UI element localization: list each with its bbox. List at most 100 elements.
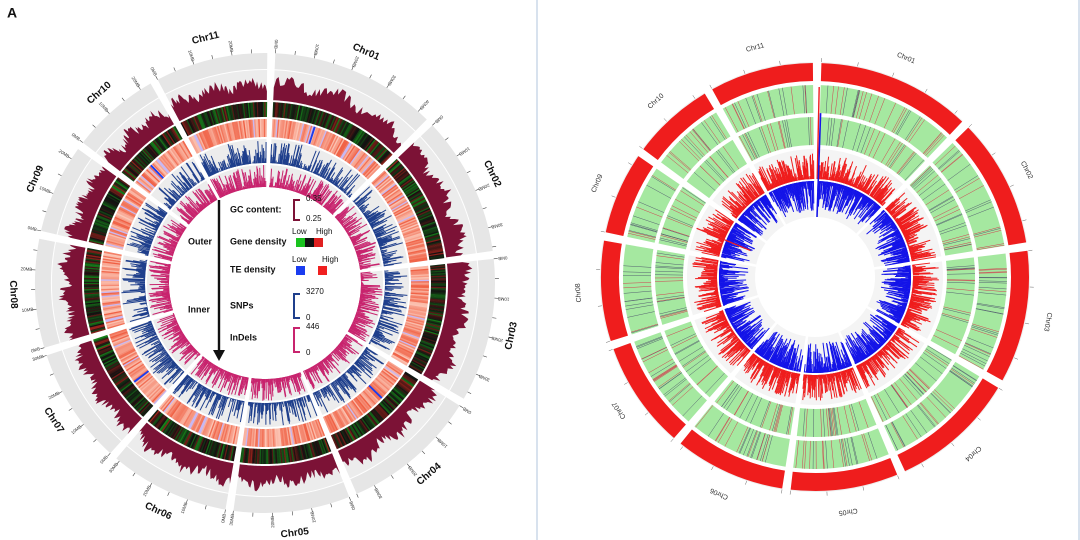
te-density-cell [379, 372, 395, 385]
snp-bar [350, 366, 354, 370]
gene-density-cell [246, 448, 250, 464]
te-density-cell [102, 301, 121, 306]
gene-density-cell [406, 187, 420, 197]
scale-tick [40, 347, 45, 350]
snp-bar [153, 356, 171, 370]
gene-density-cell [279, 102, 283, 118]
te-density-cell [360, 158, 374, 174]
snp-bar [158, 215, 164, 220]
legend-snp-bracket [293, 293, 300, 319]
gene-density-cell [426, 318, 442, 324]
gene-density-cell [423, 329, 439, 336]
indel-bar [341, 339, 351, 347]
gene-density-cell [398, 175, 412, 186]
gene-density-cell [400, 178, 415, 189]
snp-bar [324, 386, 328, 392]
gene-density-cell [414, 352, 430, 361]
gene-density-cell [340, 430, 349, 445]
snp-bar [339, 376, 349, 387]
snp-bar [172, 193, 179, 201]
gene-density-cell [361, 417, 372, 431]
snp-bar [170, 205, 173, 208]
te-density-cell [378, 374, 394, 387]
te-density-cell [195, 133, 205, 151]
right-red-hist-bar [891, 204, 905, 216]
gene-density-cell [86, 309, 102, 314]
gene-density-cell [394, 385, 407, 397]
snp-bar [150, 353, 169, 368]
snp-bar [357, 200, 366, 208]
snp-bar [273, 402, 276, 412]
chromosome-label: Chr03 [503, 320, 520, 350]
te-density-cell [408, 254, 427, 260]
indel-bar [241, 169, 247, 190]
te-density-cell [341, 143, 353, 160]
indel-bar [226, 373, 234, 391]
gene-density-cell [170, 127, 180, 142]
gene-density-cell [202, 112, 210, 128]
scale-tick [311, 508, 313, 513]
snp-bar [136, 335, 158, 347]
snp-bar [153, 346, 164, 353]
right-heat-line [974, 230, 1002, 238]
indel-bar [310, 367, 320, 384]
snp-bar [274, 145, 277, 164]
snp-bar [151, 351, 167, 363]
snp-bar [380, 250, 387, 254]
snp-bar [211, 393, 220, 412]
scale-tick-label: 0MB [149, 66, 158, 77]
snp-bar [156, 359, 174, 374]
gene-density-cell [371, 408, 383, 422]
te-density-cell [128, 190, 145, 203]
snp-bar [191, 379, 195, 383]
te-density-cell [192, 135, 202, 153]
snp-bar [204, 153, 215, 175]
indel-bar [314, 192, 321, 202]
snp-bar [379, 316, 384, 319]
gene-density-cell [429, 306, 445, 311]
te-density-cell [101, 298, 120, 302]
gene-density-cell [93, 334, 108, 342]
snp-bar [130, 235, 152, 244]
scale-tick [402, 95, 406, 100]
scale-tick-label: 0MB [348, 500, 356, 510]
snp-bar [130, 243, 150, 250]
snp-bar [169, 191, 179, 201]
snp-bar [139, 241, 152, 247]
snp-bar [175, 364, 178, 367]
gene-density-cell [429, 305, 445, 310]
te-density-cell [109, 230, 127, 238]
te-density-cell [113, 217, 132, 227]
gene-density-cell [96, 214, 112, 222]
te-density-cell [262, 119, 265, 138]
right-blue-hist-bar [873, 210, 886, 222]
te-density-cell [135, 181, 151, 194]
scale-tick [211, 55, 214, 60]
gene-density-cell [359, 418, 370, 432]
panel-letter-a: A [7, 5, 17, 21]
te-density-cell [387, 360, 404, 372]
snp-bar [306, 165, 310, 171]
snp-bar [244, 149, 248, 165]
gene-density-cell [363, 415, 374, 429]
gene-density-cell [248, 102, 252, 118]
snp-bar [168, 206, 172, 209]
te-density-cell [169, 401, 182, 418]
te-density-cell [122, 200, 140, 211]
te-density-cell [108, 233, 126, 241]
gene-density-cell [136, 154, 148, 167]
snp-bar [374, 331, 386, 338]
scale-tick-label: 20MB [228, 40, 235, 52]
snp-bar [221, 396, 226, 408]
right-blue-hist-bar [882, 227, 898, 237]
gene-density-cell [133, 397, 146, 409]
snp-bar [324, 172, 329, 180]
gene-density-cell [362, 136, 373, 150]
snp-bar [280, 146, 284, 165]
te-density-cell [117, 209, 135, 220]
snp-bar [160, 361, 175, 374]
gene-density-cell [128, 163, 141, 175]
te-density-cell [383, 367, 400, 379]
gene-density-cell [429, 300, 445, 305]
